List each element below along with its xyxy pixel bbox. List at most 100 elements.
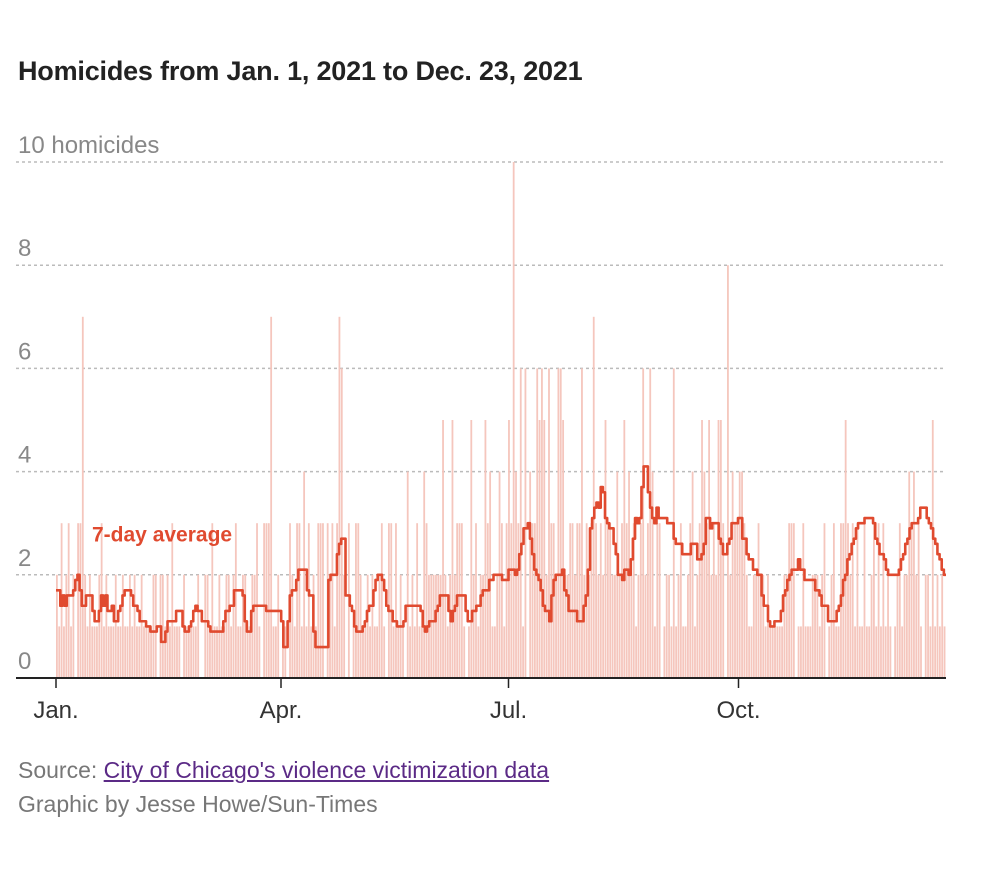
- daily-bar: [411, 574, 414, 678]
- daily-bar: [783, 574, 786, 678]
- daily-bar: [263, 523, 265, 678]
- daily-bar: [387, 523, 390, 678]
- daily-bar: [380, 523, 383, 678]
- daily-bar: [752, 574, 755, 678]
- daily-bar: [442, 420, 444, 678]
- x-tick-label: Jul.: [490, 697, 527, 724]
- daily-bar: [451, 420, 454, 678]
- daily-bar: [512, 162, 515, 678]
- daily-bar: [908, 471, 911, 678]
- daily-bar: [809, 626, 812, 678]
- daily-bar: [583, 574, 586, 678]
- source-link[interactable]: City of Chicago's violence victimization…: [103, 757, 550, 783]
- daily-bar: [816, 574, 819, 678]
- daily-bar: [65, 574, 68, 678]
- y-tick-label: 4: [18, 442, 31, 469]
- daily-bar: [209, 626, 211, 678]
- daily-bar: [863, 523, 866, 678]
- daily-bar: [282, 626, 284, 678]
- daily-bar: [475, 523, 477, 678]
- daily-bar: [338, 316, 341, 678]
- daily-bar: [602, 574, 605, 678]
- daily-bar: [131, 626, 134, 678]
- daily-bar: [291, 574, 294, 678]
- daily-bar: [216, 626, 218, 678]
- daily-bar: [293, 626, 296, 678]
- daily-bar: [734, 523, 736, 678]
- daily-bar: [366, 574, 369, 678]
- daily-bar: [395, 523, 397, 678]
- daily-bar: [731, 471, 734, 678]
- daily-bar: [296, 523, 298, 678]
- daily-bar: [246, 626, 249, 678]
- daily-bar: [114, 574, 117, 678]
- daily-bar: [119, 626, 122, 678]
- daily-bar: [150, 626, 152, 678]
- daily-bar: [86, 626, 89, 678]
- daily-bar: [192, 626, 195, 678]
- daily-bar: [701, 420, 703, 678]
- daily-bar: [444, 574, 447, 678]
- daily-bar: [91, 626, 94, 678]
- daily-bar: [757, 523, 760, 678]
- daily-bar: [727, 265, 729, 678]
- daily-bar: [684, 626, 687, 678]
- daily-bar: [722, 523, 725, 678]
- daily-bar: [889, 626, 892, 678]
- daily-bar: [880, 626, 882, 678]
- daily-bar: [618, 574, 621, 678]
- y-tick-label: 0: [18, 648, 31, 675]
- daily-bar: [842, 523, 845, 678]
- y-tick-label: 10 homicides: [18, 132, 159, 159]
- daily-bar: [712, 523, 715, 678]
- daily-bar: [896, 574, 899, 678]
- daily-bar: [336, 523, 338, 678]
- daily-bar: [72, 574, 75, 678]
- daily-bar: [435, 574, 437, 678]
- x-tick-marks: Jan. Apr. Jul. Oct.: [33, 678, 761, 724]
- daily-bar: [390, 523, 393, 678]
- daily-bar: [797, 626, 800, 678]
- daily-bar: [472, 574, 475, 678]
- daily-bar: [743, 523, 746, 678]
- x-tick-label: Apr.: [260, 697, 303, 724]
- daily-bar: [830, 574, 833, 678]
- daily-bar: [477, 626, 480, 678]
- daily-bar: [529, 471, 532, 678]
- daily-bar: [204, 574, 207, 678]
- daily-bar: [371, 574, 374, 678]
- daily-bar: [503, 626, 506, 678]
- daily-bar: [420, 626, 423, 678]
- daily-bar: [63, 626, 65, 678]
- daily-bar: [110, 626, 112, 678]
- daily-bar: [93, 626, 96, 678]
- daily-bar: [931, 420, 934, 678]
- daily-bar: [800, 626, 802, 678]
- daily-bar: [227, 574, 230, 678]
- daily-bar: [663, 626, 666, 678]
- daily-bar: [211, 523, 214, 678]
- daily-bar: [458, 523, 461, 678]
- daily-bar: [814, 574, 816, 678]
- daily-bar: [331, 523, 334, 678]
- y-tick-labels: 10 homicides 8 6 4 2 0: [18, 132, 159, 675]
- daily-bar: [437, 574, 440, 678]
- seven-day-average-label: 7-day average: [92, 523, 232, 546]
- daily-bar: [298, 523, 301, 678]
- daily-bar: [924, 574, 927, 678]
- daily-bar: [383, 626, 386, 678]
- daily-bar: [847, 523, 849, 678]
- daily-bar: [861, 626, 864, 678]
- daily-bar: [319, 523, 322, 678]
- daily-bar: [522, 626, 524, 678]
- daily-bar: [832, 523, 835, 678]
- daily-bar: [705, 523, 708, 678]
- daily-bar: [865, 626, 868, 678]
- daily-bar: [121, 574, 124, 678]
- daily-bar: [934, 626, 937, 678]
- daily-bar: [792, 523, 795, 678]
- daily-bar: [314, 626, 317, 678]
- daily-bar: [484, 420, 487, 678]
- daily-bar: [256, 523, 258, 678]
- daily-bar: [449, 574, 451, 678]
